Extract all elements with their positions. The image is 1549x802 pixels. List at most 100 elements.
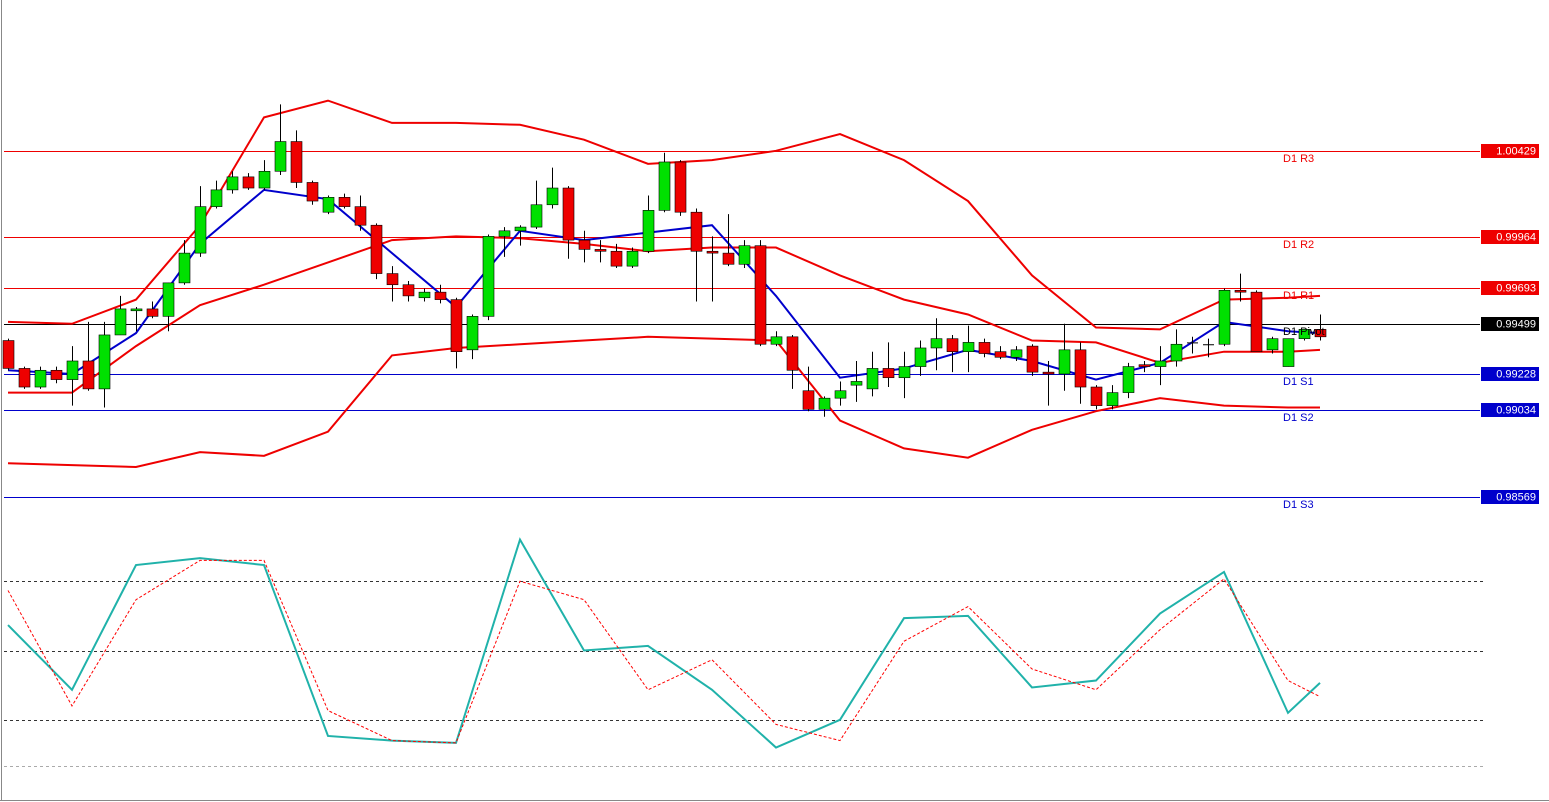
pivot-name: D1 S1	[1283, 376, 1314, 388]
candle-body	[2, 340, 15, 369]
candle-body	[82, 360, 95, 390]
indicator-line	[8, 235, 1321, 394]
candle-body	[722, 252, 735, 265]
pivot-name: D1 R1	[1283, 290, 1314, 302]
candle-body	[738, 245, 751, 265]
candle-body	[482, 236, 495, 317]
candle-body	[178, 252, 191, 284]
candle-body	[562, 187, 575, 241]
candle-body	[1218, 290, 1231, 345]
price-tag-label: 0.99964	[1496, 231, 1536, 243]
candle-body	[418, 291, 431, 299]
candle-body	[1170, 343, 1183, 362]
candle-body	[1074, 349, 1087, 388]
candle-body	[322, 197, 335, 213]
candle-body	[978, 342, 991, 354]
candle-body	[274, 141, 287, 172]
candle-body	[1314, 329, 1327, 338]
candle-body	[1187, 342, 1198, 344]
candle-body	[242, 176, 255, 189]
price-tag	[1481, 490, 1539, 504]
candle-body	[1010, 349, 1023, 358]
candle-body	[1042, 371, 1055, 375]
candle-body	[754, 245, 767, 345]
price-tag-label: 0.99228	[1496, 368, 1536, 380]
candle-body	[514, 226, 527, 232]
price-tag	[1481, 403, 1539, 417]
candle-body	[642, 210, 655, 252]
candle-body	[98, 334, 111, 390]
candle-body	[50, 369, 63, 380]
candle-body	[450, 299, 463, 352]
candle-body	[194, 206, 207, 254]
candle-body	[290, 141, 303, 183]
candle-body	[898, 366, 911, 379]
candle-body	[946, 338, 959, 352]
candle-body	[402, 284, 415, 297]
price-tag-label: 0.99034	[1496, 404, 1536, 416]
stochastic-line	[7, 537, 1321, 749]
candle-body	[610, 250, 623, 267]
candle-body	[930, 338, 943, 349]
price-tag	[1481, 317, 1539, 331]
candle-body	[1234, 290, 1247, 293]
candle-body	[434, 291, 447, 300]
candle-body	[1298, 329, 1311, 339]
candle-body	[1122, 366, 1135, 393]
candle-body	[1026, 345, 1039, 373]
candle-body	[882, 368, 895, 379]
candle-body	[162, 282, 175, 317]
price-tag	[1481, 144, 1539, 158]
candle-body	[770, 336, 783, 345]
pivot-name: D1 R3	[1283, 153, 1314, 165]
price-tag	[1481, 230, 1539, 244]
candle-body	[226, 176, 239, 191]
candle-body	[386, 273, 399, 286]
candle-body	[66, 360, 79, 380]
candle-body	[850, 381, 863, 386]
candle-body	[866, 368, 879, 390]
candle-body	[546, 187, 559, 206]
candle-body	[786, 336, 799, 371]
candle-body	[130, 308, 143, 312]
candle-body	[962, 342, 975, 352]
candle-body	[674, 161, 687, 213]
pivot-name: D1 S2	[1283, 412, 1314, 424]
pivot-name: D1 Pivot	[1283, 326, 1325, 338]
candle-body	[1138, 364, 1151, 367]
price-tag-label: 0.98569	[1496, 491, 1536, 503]
candle-body	[466, 316, 479, 351]
candle-body	[114, 308, 127, 336]
price-tag	[1481, 281, 1539, 295]
candle-body	[1203, 344, 1214, 346]
candle-body	[1090, 386, 1103, 406]
candle-body	[370, 224, 383, 274]
candle-body	[354, 206, 367, 226]
indicator-line	[7, 335, 1320, 468]
candle-body	[498, 230, 511, 237]
candle-body	[210, 189, 223, 207]
pivot-name: D1 R2	[1283, 239, 1314, 251]
candle-body	[1154, 360, 1167, 367]
candle-body	[594, 249, 607, 252]
candle-body	[626, 250, 639, 267]
candle-body	[658, 161, 671, 211]
candle-body	[338, 197, 351, 207]
pivot-name: D1 S3	[1283, 499, 1314, 511]
candle-body	[146, 308, 159, 317]
candle-body	[18, 368, 31, 388]
candle-body	[1250, 291, 1263, 352]
candle-body	[834, 390, 847, 399]
price-tag-label: 1.00429	[1496, 145, 1536, 157]
candle-body	[994, 351, 1007, 358]
candle-body	[1106, 392, 1119, 406]
candle-body	[578, 239, 591, 250]
candle-body	[1058, 349, 1071, 375]
candle-body	[306, 182, 319, 202]
candle-body	[1266, 338, 1279, 351]
candle-body	[818, 397, 831, 410]
candle-body	[530, 204, 543, 228]
price-tag	[1481, 367, 1539, 381]
candle-body	[802, 390, 815, 410]
